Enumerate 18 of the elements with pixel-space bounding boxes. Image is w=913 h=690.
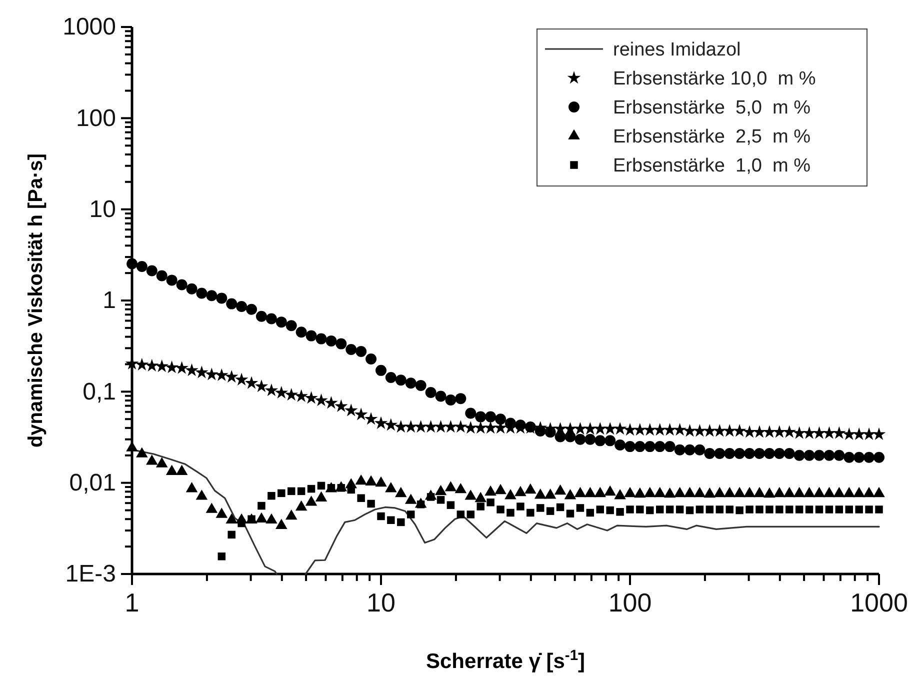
x-tick-label: 100 [608, 588, 652, 618]
y-tick-label: 0,01 [69, 470, 116, 497]
x-tick-label: 10 [366, 588, 396, 618]
legend-label: Erbsenstärke 10,0 m % [613, 68, 816, 90]
legend-label: reines Imidazol [613, 40, 741, 61]
legend-label: Erbsenstärke 5,0 m % [613, 98, 811, 119]
y-tick-label: 0,1 [82, 378, 116, 406]
x-tick-label: 1 [124, 588, 140, 618]
x-axis-title: Scherrate γ̇ [s$^{-1}$] [426, 648, 585, 673]
y-tick-label: 1000 [62, 14, 116, 41]
y-tick-label: 1E-3 [65, 560, 116, 588]
x-tick-label: 1000 [850, 588, 908, 618]
legend-label: Erbsenstärke 1,0 m % [613, 156, 811, 177]
y-tick-label: 100 [76, 104, 116, 132]
y-axis-title: dynamische Viskosität h [Pa·s] [25, 153, 47, 448]
legend-label: Erbsenstärke 2,5 m % [613, 126, 811, 148]
y-tick-label: 1 [102, 287, 116, 314]
y-tick-label: 10 [89, 196, 116, 224]
